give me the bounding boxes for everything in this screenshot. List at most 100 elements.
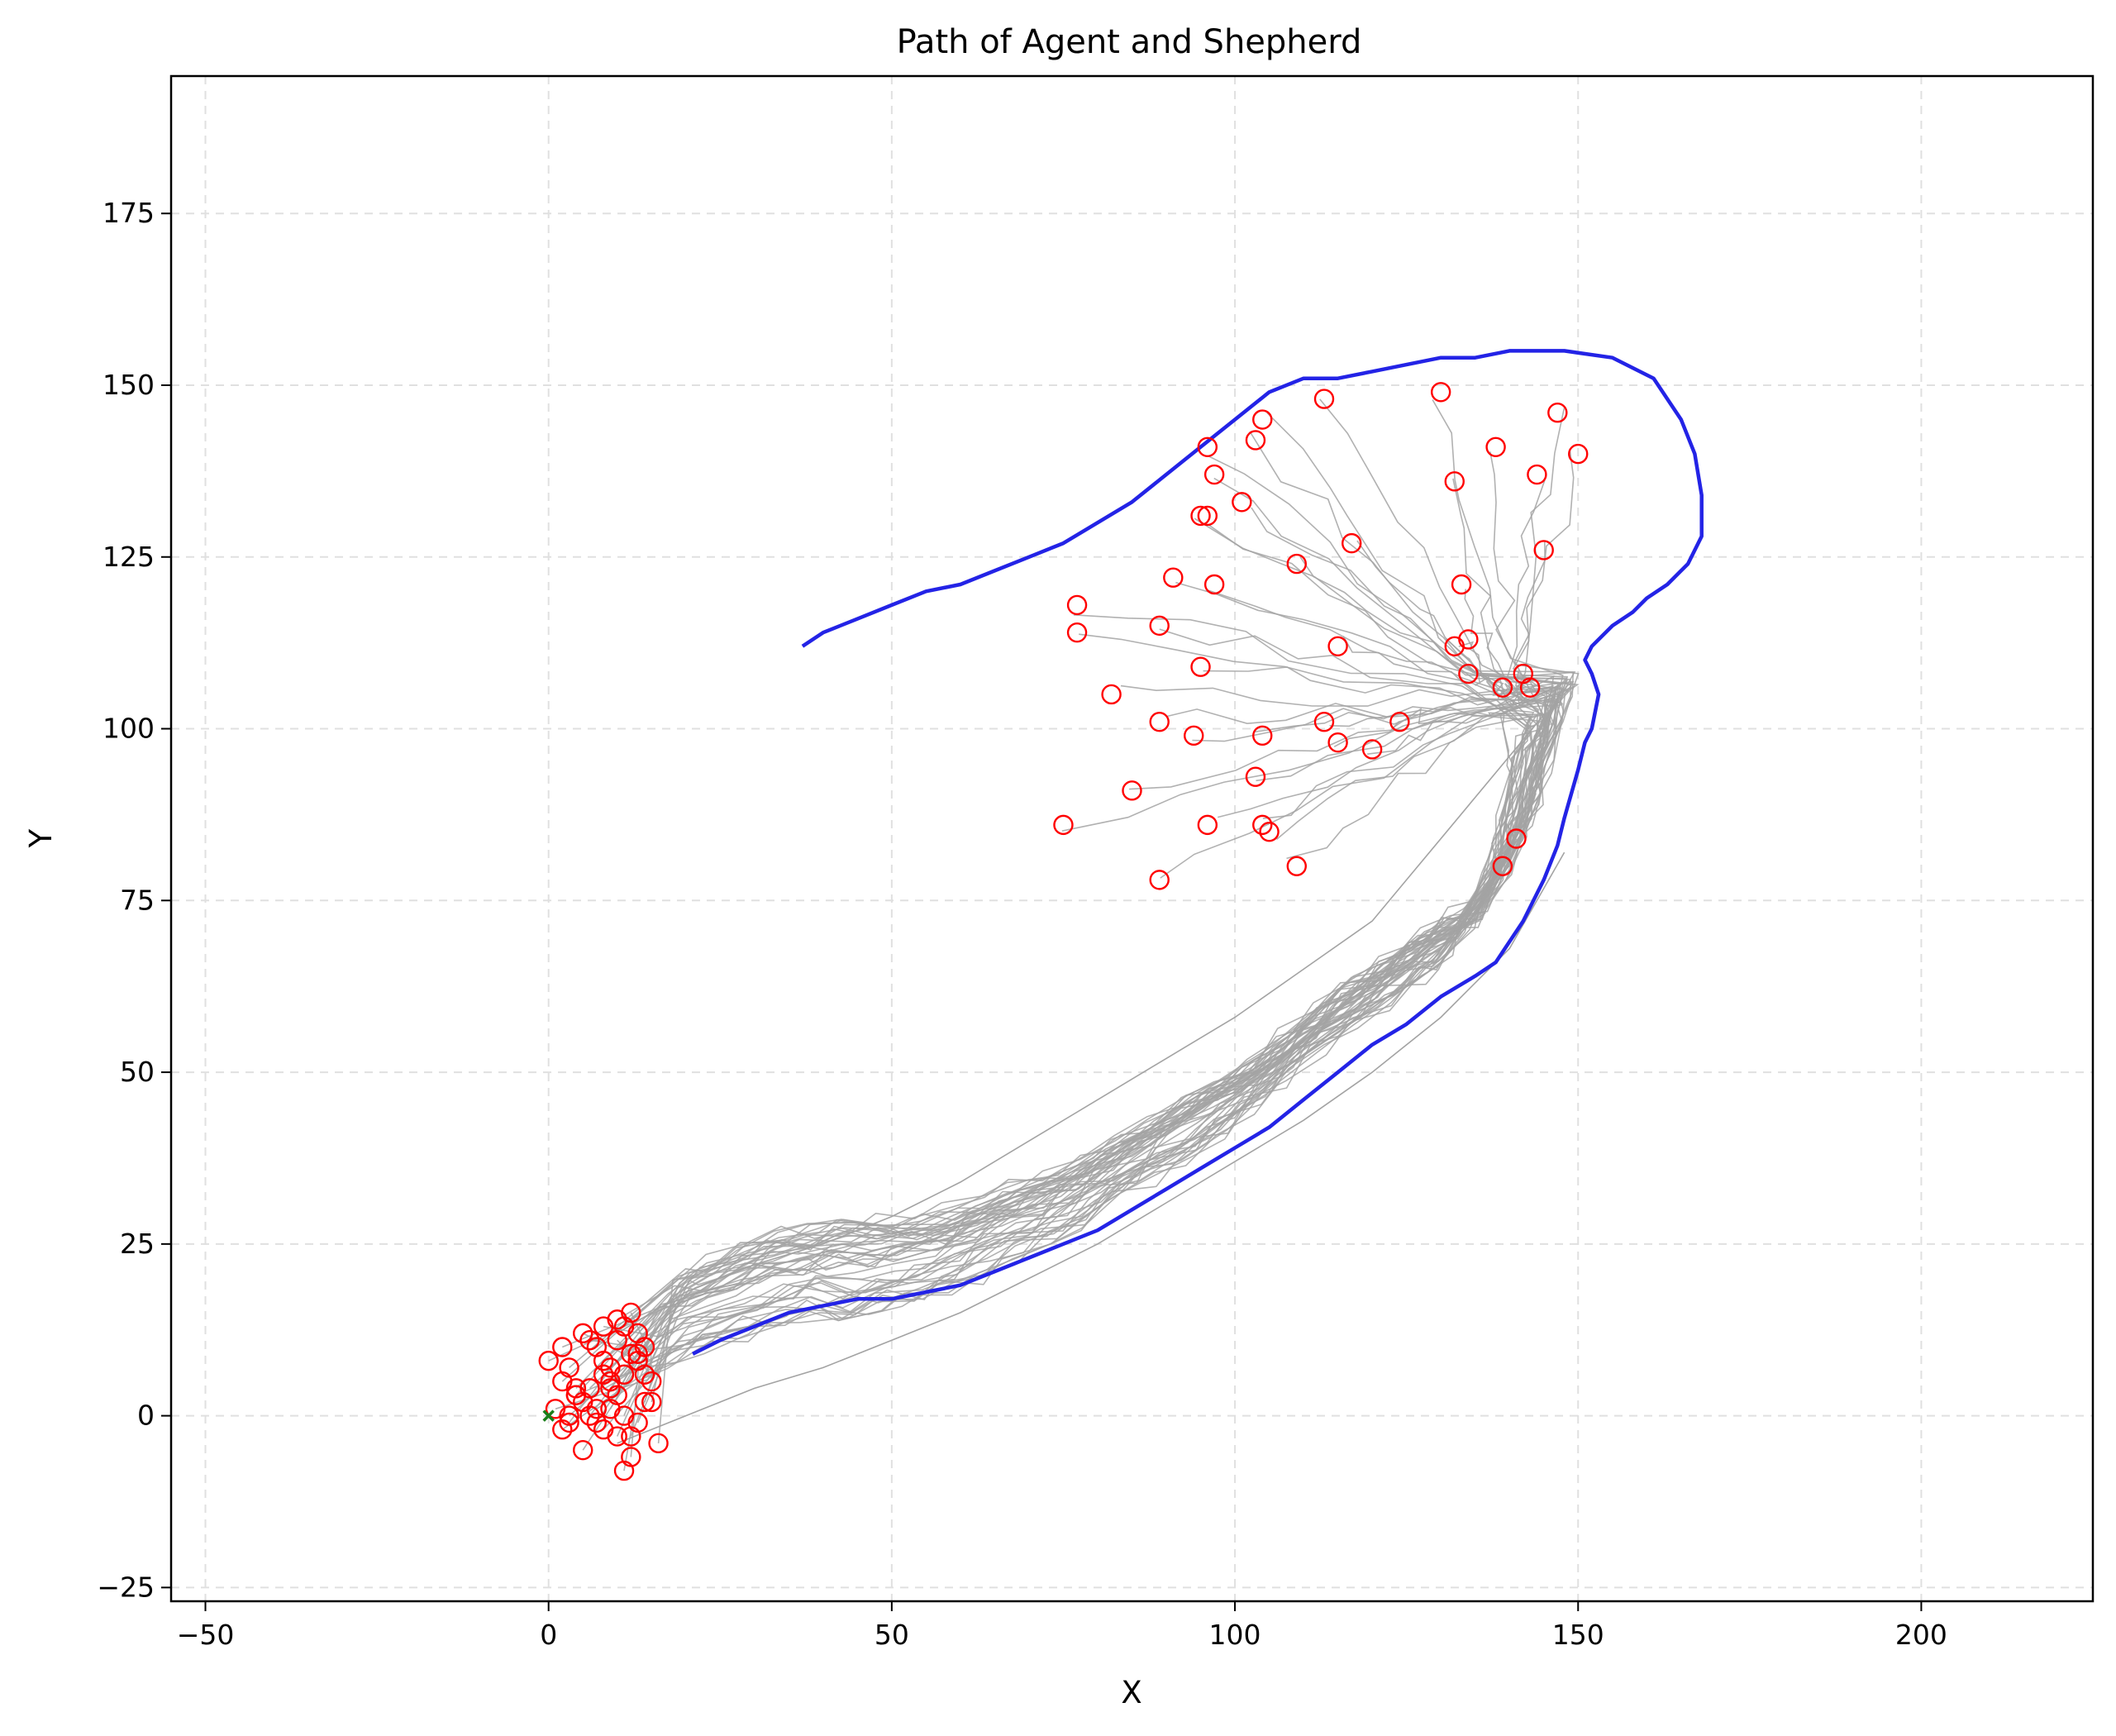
agent-start-marker xyxy=(552,1337,573,1357)
y-tick-label: 50 xyxy=(120,1056,155,1088)
agent-path xyxy=(555,540,1544,1410)
y-tick-label: 0 xyxy=(137,1400,155,1432)
agent-start-marker xyxy=(600,1399,621,1419)
plot-frame xyxy=(169,74,2095,1603)
agent-end-marker xyxy=(1361,739,1383,760)
agent-start-marker xyxy=(573,1439,593,1461)
agent-end-marker xyxy=(1327,732,1348,753)
agent-end-marker xyxy=(1313,389,1335,409)
agent-end-marker xyxy=(1533,540,1554,560)
agent-start-marker xyxy=(641,1391,662,1413)
agent-end-marker xyxy=(1149,615,1170,637)
agent-end-marker xyxy=(1245,430,1266,451)
agent-end-marker xyxy=(1053,814,1074,836)
agent-start-marker xyxy=(634,1364,655,1385)
y-tick-label: 75 xyxy=(120,884,155,916)
agent-end-marker xyxy=(1286,856,1307,876)
agent-path xyxy=(630,614,1528,1457)
agent-start-marker xyxy=(600,1378,621,1399)
agent-end-marker xyxy=(1066,594,1088,616)
x-tick-label: 0 xyxy=(540,1619,557,1651)
agent-end-marker xyxy=(1197,436,1218,457)
agent-start-marker xyxy=(607,1329,627,1351)
y-axis-label: Y xyxy=(23,828,59,848)
agent-path-envelope-lower xyxy=(617,851,1566,1444)
agent-end-marker xyxy=(1259,821,1280,842)
agent-start-marker xyxy=(613,1460,635,1481)
agent-end-marker xyxy=(1458,663,1479,684)
agent-start-marker xyxy=(579,1329,600,1351)
shepherd-path-layer xyxy=(692,349,1704,1356)
agent-path xyxy=(644,541,1556,1403)
agent-path xyxy=(589,693,1561,1389)
agent-start-marker xyxy=(634,1391,655,1413)
agent-end-marker xyxy=(1519,677,1541,698)
y-tick-label: −25 xyxy=(97,1571,155,1603)
agent-start-marker xyxy=(621,1302,641,1323)
agent-path xyxy=(610,708,1538,1382)
agent-path-envelope-upper xyxy=(617,714,1545,1334)
agent-end-marker xyxy=(1547,403,1568,423)
x-axis: −50 0 50 100 150 200 xyxy=(177,1601,1947,1651)
y-tick-label: 25 xyxy=(120,1228,155,1260)
agent-path xyxy=(568,684,1560,1424)
agent-path xyxy=(630,699,1559,1437)
y-axis: −25 0 25 50 75 100 125 150 175 xyxy=(97,197,171,1603)
agent-end-marker xyxy=(1286,553,1307,575)
agent-end-marker xyxy=(1149,712,1170,732)
agent-start-marker xyxy=(648,1433,669,1454)
y-tick-label: 175 xyxy=(102,197,155,229)
agent-end-marker xyxy=(1066,622,1088,643)
agent-start-marker xyxy=(627,1343,648,1365)
agent-start-marker xyxy=(593,1419,614,1440)
agent-start-marker xyxy=(573,1323,593,1344)
agent-end-marker xyxy=(1184,725,1204,746)
agent-end-marker xyxy=(1252,814,1273,836)
x-tick-label: −50 xyxy=(177,1619,235,1651)
agent-end-marker xyxy=(1313,712,1335,732)
agent-start-marker xyxy=(641,1371,662,1392)
origin-layer xyxy=(542,1409,555,1422)
y-tick-label: 125 xyxy=(102,541,155,573)
agent-end-marker xyxy=(1197,814,1218,836)
chart-title: Path of Agent and Shepherd xyxy=(897,23,1362,61)
agent-start-marker xyxy=(538,1350,559,1371)
agent-end-marker xyxy=(1506,828,1527,849)
agent-path xyxy=(561,693,1562,1348)
x-axis-label: X xyxy=(1121,1675,1141,1710)
agent-start-marker xyxy=(559,1357,579,1378)
agent-end-marker xyxy=(1389,712,1410,732)
agent-path xyxy=(623,628,1532,1471)
shepherd-path xyxy=(692,349,1704,1356)
agent-end-marker xyxy=(1451,574,1472,595)
agent-end-marker xyxy=(1252,409,1273,430)
agent-end-marker xyxy=(1342,532,1362,554)
agent-end-marker xyxy=(1190,505,1211,527)
agent-end-marker xyxy=(1149,870,1170,890)
agent-end-marker xyxy=(1163,567,1184,588)
agent-end-marker xyxy=(1101,684,1122,705)
agent-end-marker xyxy=(1430,382,1451,403)
agent-start-marker xyxy=(593,1350,614,1371)
agent-start-marker xyxy=(552,1419,573,1440)
y-tick-label: 150 xyxy=(102,369,155,401)
agent-start-marker xyxy=(559,1412,579,1433)
agent-end-marker xyxy=(1327,636,1348,656)
agent-end-marker xyxy=(1252,725,1273,746)
agent-end-marker xyxy=(1444,471,1465,492)
agent-end-marker xyxy=(1203,574,1225,595)
agent-start-marker xyxy=(586,1412,608,1433)
agent-start-marker xyxy=(593,1316,614,1337)
agent-path xyxy=(651,703,1563,1403)
agent-end-marker xyxy=(1122,780,1142,801)
origin-marker xyxy=(542,1409,555,1422)
agent-end-marker xyxy=(1190,656,1211,677)
y-tick-label: 100 xyxy=(102,713,155,745)
agent-path xyxy=(616,680,1548,1396)
agent-path xyxy=(609,712,1549,1409)
agent-end-marker xyxy=(1197,505,1218,527)
agent-end-marker xyxy=(1458,629,1479,650)
x-tick-label: 100 xyxy=(1209,1619,1261,1651)
x-tick-label: 150 xyxy=(1552,1619,1604,1651)
